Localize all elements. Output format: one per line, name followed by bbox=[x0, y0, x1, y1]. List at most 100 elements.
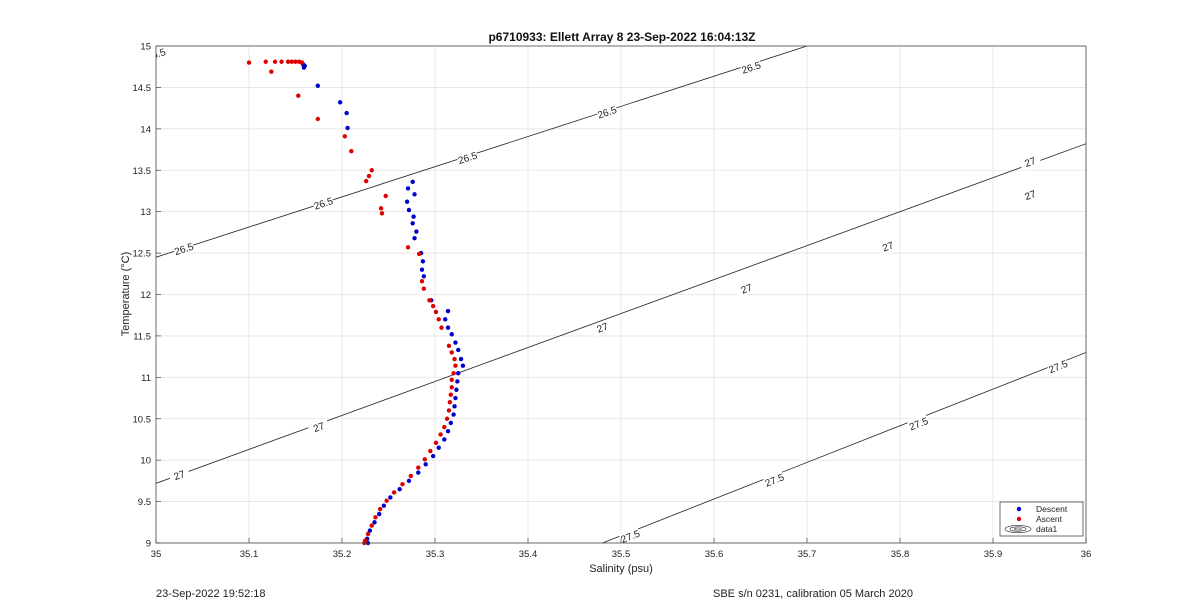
descent-point bbox=[420, 259, 426, 264]
ascent-point bbox=[296, 93, 301, 98]
descent-point bbox=[455, 379, 460, 384]
y-tick-label: 15 bbox=[140, 42, 151, 53]
legend-data1-label: data1 bbox=[1036, 524, 1058, 534]
y-tick-label: 14.5 bbox=[133, 83, 152, 94]
legend-box bbox=[999, 501, 1084, 537]
ascent-point bbox=[427, 298, 432, 303]
x-tick-label: 35.2 bbox=[333, 549, 352, 560]
descent-point bbox=[344, 110, 349, 116]
contour-label: 27 bbox=[881, 240, 896, 254]
ascent-series bbox=[246, 59, 458, 546]
ascent-point bbox=[449, 385, 454, 390]
descent-point bbox=[404, 199, 410, 204]
contour-label-bg bbox=[590, 318, 614, 337]
ascent-point bbox=[269, 69, 274, 74]
contour-label-bg bbox=[907, 414, 931, 433]
x-tick-label: 35.5 bbox=[612, 549, 631, 560]
ascent-point bbox=[436, 317, 441, 322]
ascent-point bbox=[442, 424, 447, 430]
ascent-point bbox=[422, 457, 427, 462]
y-tick-label: 9 bbox=[146, 539, 151, 550]
ascent-point bbox=[285, 59, 291, 64]
ascent-point bbox=[419, 279, 425, 284]
ascent-point bbox=[444, 416, 450, 421]
contour-label-bg bbox=[735, 279, 759, 298]
ascent-point bbox=[400, 481, 405, 487]
y-tick-label: 10 bbox=[140, 456, 151, 467]
descent-point bbox=[410, 221, 415, 226]
ascent-point bbox=[246, 60, 252, 65]
ascent-point bbox=[369, 523, 374, 528]
ascent-point bbox=[449, 350, 454, 355]
ascent-point bbox=[439, 325, 444, 330]
contour-label: 27 bbox=[1023, 189, 1038, 203]
descent-point bbox=[416, 470, 421, 475]
ascent-point bbox=[289, 59, 294, 64]
ascent-point bbox=[416, 465, 421, 470]
ascent-point bbox=[366, 173, 372, 179]
descent-point bbox=[412, 235, 417, 241]
contour-label: 27 bbox=[740, 282, 755, 296]
x-tick-label: 36 bbox=[1081, 549, 1092, 560]
descent-point bbox=[456, 347, 461, 353]
descent-point bbox=[381, 503, 387, 508]
descent-point bbox=[456, 370, 461, 376]
descent-point bbox=[301, 65, 307, 70]
descent-point bbox=[451, 412, 456, 417]
ascent-point bbox=[451, 370, 456, 376]
descent-point bbox=[445, 308, 451, 314]
ascent-point bbox=[365, 531, 371, 537]
y-tick-label: 13.5 bbox=[133, 166, 152, 177]
contour-label-bg bbox=[876, 237, 900, 256]
descent-point bbox=[372, 520, 377, 525]
descent-point bbox=[430, 453, 436, 459]
descent-point bbox=[410, 179, 415, 185]
y-tick-label: 14 bbox=[140, 124, 151, 135]
y-tick-label: 10.5 bbox=[133, 414, 152, 425]
ascent-point bbox=[446, 343, 452, 349]
contour-label: 26.5 bbox=[173, 242, 195, 259]
descent-point bbox=[449, 332, 454, 337]
x-tick-label: 35.3 bbox=[426, 549, 445, 560]
contour-label-bg bbox=[1018, 152, 1042, 172]
ascent-point bbox=[448, 392, 454, 397]
x-tick-label: 35.1 bbox=[240, 549, 259, 560]
contour-label-bg bbox=[456, 149, 479, 167]
density-contours: 26.526.526.526.526.526.52727272727272727… bbox=[156, 46, 1086, 543]
contour-label: 26.5 bbox=[596, 105, 618, 122]
descent-point bbox=[453, 395, 458, 401]
descent-point bbox=[445, 428, 451, 434]
x-tick-label: 35.7 bbox=[798, 549, 817, 560]
descent-point bbox=[412, 192, 417, 197]
ascent-point bbox=[453, 363, 458, 368]
ascent-point bbox=[349, 148, 354, 154]
y-tick-label: 11 bbox=[141, 373, 151, 384]
descent-point bbox=[419, 267, 425, 272]
contour-label: 26.5 bbox=[313, 196, 335, 213]
contour-label-bg bbox=[618, 527, 642, 543]
contour-label-bg bbox=[307, 417, 331, 437]
y-tick-label: 13 bbox=[140, 207, 151, 218]
grid bbox=[156, 46, 1086, 543]
x-tick-label: 35.6 bbox=[705, 549, 724, 560]
descent-point bbox=[454, 387, 459, 392]
legend-descent-marker bbox=[1016, 506, 1022, 512]
y-tick-label: 12.5 bbox=[133, 249, 152, 260]
descent-point bbox=[423, 462, 428, 467]
descent-point bbox=[445, 325, 451, 330]
descent-series bbox=[300, 62, 466, 546]
ascent-point bbox=[433, 440, 439, 445]
descent-point bbox=[458, 356, 464, 362]
ascent-point bbox=[438, 432, 443, 437]
ascent-point bbox=[379, 211, 385, 216]
x-tick-label: 35 bbox=[151, 549, 162, 560]
ascent-point bbox=[421, 286, 427, 291]
descent-point bbox=[345, 125, 350, 131]
ascent-point bbox=[373, 515, 378, 520]
ascent-point bbox=[449, 377, 454, 383]
descent-point bbox=[397, 486, 402, 492]
contour-label-bg bbox=[1018, 186, 1042, 205]
ascent-point bbox=[369, 168, 374, 173]
contour-label-bg bbox=[1046, 357, 1070, 376]
